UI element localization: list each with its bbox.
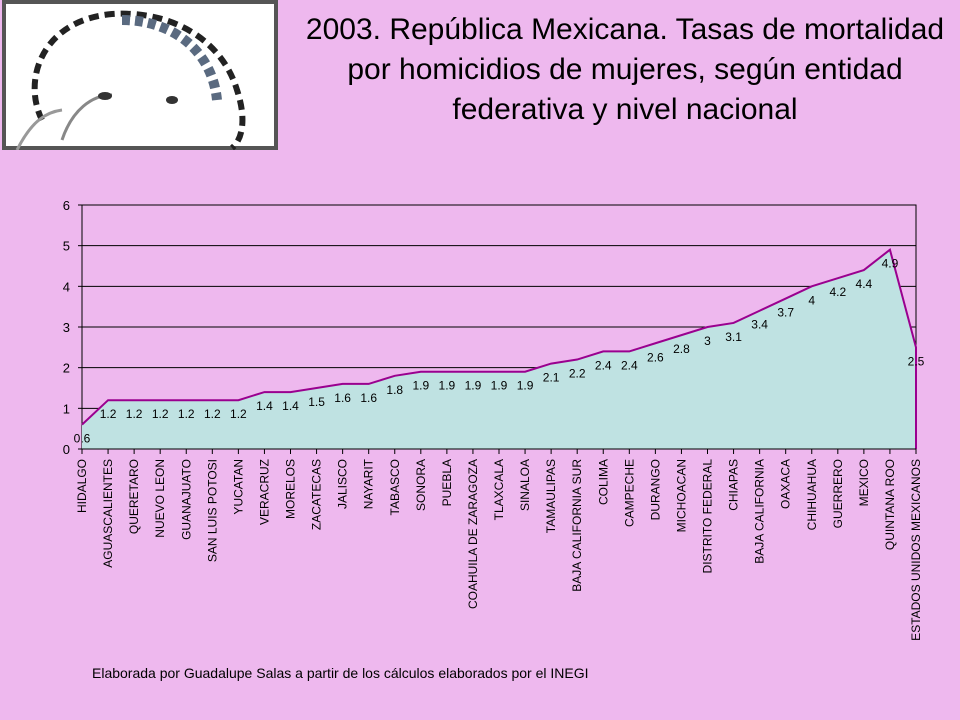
data-label: 1.2 [230, 407, 247, 421]
data-label: 3.4 [751, 318, 768, 332]
data-label: 0.6 [74, 432, 91, 446]
y-tick-label: 5 [63, 239, 70, 254]
category-label: PUEBLA [440, 459, 454, 506]
data-label: 3.1 [725, 330, 742, 344]
data-label: 4.9 [882, 257, 899, 271]
portrait-logo [2, 0, 278, 150]
area-chart: 0 1 2 3 4 5 6 0.6 HIDALGO 1.2 AGUASCALIENTES 1.2 QUE… [63, 198, 925, 641]
source-note: Elaborada por Guadalupe Salas a partir d… [92, 665, 589, 681]
category-label: SONORA [414, 459, 428, 511]
category-label: ZACATECAS [310, 459, 324, 530]
data-label: 1.8 [386, 383, 403, 397]
y-tick-label: 6 [63, 198, 70, 213]
category-label: QUERETARO [127, 459, 141, 534]
y-tick-label: 3 [63, 320, 70, 335]
data-label: 1.4 [282, 399, 299, 413]
category-label: COLIMA [596, 459, 610, 505]
category-label: NAYARIT [362, 458, 376, 509]
category-label: BAJA CALIFORNIA [753, 459, 767, 564]
data-label: 2.2 [569, 367, 586, 381]
data-label: 1.9 [465, 379, 482, 393]
page-title: 2003. República Mexicana. Tasas de morta… [305, 13, 945, 126]
data-label: 1.9 [439, 379, 456, 393]
data-label: 1.2 [100, 407, 117, 421]
data-label: 1.9 [412, 379, 429, 393]
category-label: TLAXCALA [492, 459, 506, 520]
category-label: JALISCO [336, 459, 350, 509]
data-label: 1.5 [308, 395, 325, 409]
data-label: 3 [704, 334, 711, 348]
category-label: MEXICO [857, 459, 871, 506]
category-label: VERACRUZ [257, 459, 271, 525]
data-label: 2.4 [621, 358, 638, 372]
category-label: DISTRITO FEDERAL [701, 459, 715, 574]
category-label: QUINTANA ROO [883, 459, 897, 550]
data-label: 4 [808, 293, 815, 307]
category-label: MICHOACAN [674, 459, 688, 532]
data-label: 2.1 [543, 371, 560, 385]
data-label: 1.9 [491, 379, 508, 393]
category-label: BAJA CALIFORNIA SUR [570, 459, 584, 592]
data-label: 2.6 [647, 350, 664, 364]
data-label: 4.2 [829, 285, 846, 299]
data-label: 2.5 [908, 354, 925, 368]
category-label: AGUASCALIENTES [101, 459, 115, 568]
category-label: TABASCO [388, 459, 402, 515]
category-label: CHIHUAHUA [805, 459, 819, 530]
data-label: 1.6 [360, 391, 377, 405]
category-label: MORELOS [284, 459, 298, 519]
data-label: 1.9 [517, 379, 534, 393]
y-tick-label: 1 [63, 401, 70, 416]
area-fill [82, 249, 916, 449]
data-label: 1.2 [152, 407, 169, 421]
category-label: YUCATAN [231, 459, 245, 515]
category-label: CAMPECHE [622, 459, 636, 527]
data-label: 1.2 [204, 407, 221, 421]
data-label: 3.7 [777, 306, 794, 320]
data-label: 4.4 [856, 277, 873, 291]
category-label: ESTADOS UNIDOS MEXICANOS [909, 459, 923, 641]
data-label: 1.6 [334, 391, 351, 405]
data-label: 2.4 [595, 358, 612, 372]
category-label: DURANGO [648, 459, 662, 520]
category-label: GUERRERO [831, 459, 845, 528]
data-label: 1.2 [126, 407, 143, 421]
category-label: COAHUILA DE ZARAGOZA [466, 459, 480, 609]
category-label: NUEVO LEON [153, 459, 167, 538]
category-label: SINALOA [518, 459, 532, 511]
category-label: TAMAULIPAS [544, 459, 558, 533]
y-tick-label: 2 [63, 361, 70, 376]
category-label: HIDALGO [75, 459, 89, 513]
y-tick-label: 0 [63, 442, 70, 457]
data-label: 2.8 [673, 342, 690, 356]
data-label: 1.4 [256, 399, 273, 413]
series-line [81, 248, 917, 449]
y-tick-label: 4 [63, 279, 70, 294]
category-label: CHIAPAS [727, 459, 741, 511]
data-label: 1.2 [178, 407, 195, 421]
category-label: OAXACA [779, 459, 793, 509]
category-label: SAN LUIS POTOSI [205, 459, 219, 562]
category-label: GUANAJUATO [179, 459, 193, 540]
